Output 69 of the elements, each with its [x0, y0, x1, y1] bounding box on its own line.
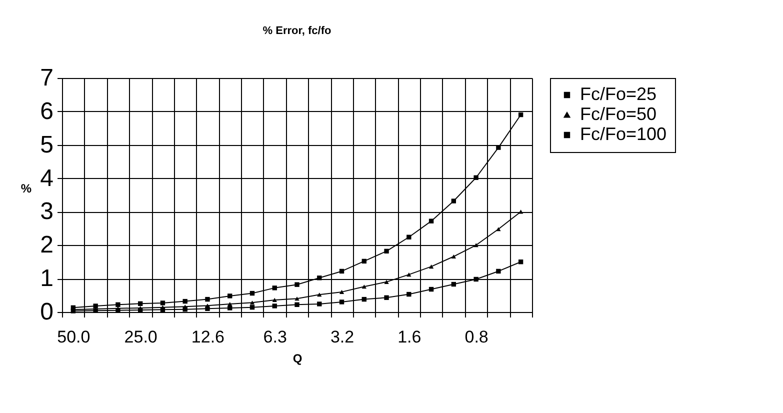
point — [384, 280, 389, 284]
point — [362, 284, 366, 289]
point — [205, 306, 210, 311]
y-tick-label: 5 — [40, 131, 54, 158]
point — [362, 258, 366, 264]
point — [294, 282, 300, 287]
point — [428, 264, 434, 269]
point — [406, 272, 412, 277]
point — [474, 243, 478, 248]
point — [496, 227, 501, 232]
point — [250, 290, 255, 296]
y-tick-label: 1 — [40, 265, 54, 292]
chart-title: % Error, fc/fo — [262, 25, 332, 37]
point — [116, 302, 120, 307]
y-tick-label: 4 — [40, 164, 54, 192]
point — [384, 295, 389, 300]
point — [182, 306, 188, 312]
point — [428, 218, 434, 224]
point — [428, 286, 434, 292]
x-tick-label: 3.2 — [330, 328, 354, 346]
y-axis-title: % — [20, 182, 32, 196]
point — [272, 304, 277, 308]
x-tick-label: 0.8 — [464, 328, 488, 346]
x-tick-label: 12.6 — [191, 328, 225, 346]
point — [93, 304, 98, 308]
legend-label: Fc/Fo=25 — [580, 84, 657, 104]
point — [182, 298, 188, 304]
point — [339, 290, 344, 294]
point — [272, 298, 277, 302]
x-axis-title: Q — [292, 352, 302, 366]
y-tick-label: 7 — [40, 64, 54, 92]
x-tick-label: 25.0 — [124, 328, 158, 346]
y-tick-label: 0 — [40, 298, 54, 326]
point — [474, 276, 478, 282]
point — [474, 175, 478, 180]
point — [384, 248, 389, 254]
point — [518, 112, 524, 118]
point — [160, 307, 166, 312]
point — [362, 296, 366, 302]
y-tick-label: 6 — [40, 98, 54, 125]
point — [272, 286, 277, 290]
x-tick-label: 6.3 — [263, 328, 287, 346]
point — [451, 198, 456, 204]
point — [228, 294, 232, 298]
point — [250, 300, 255, 305]
point — [294, 302, 300, 307]
x-tick-label: 50.0 — [57, 328, 90, 346]
point — [160, 300, 166, 306]
x-tick-label: 1.6 — [398, 328, 422, 346]
point — [205, 296, 210, 302]
point — [451, 282, 456, 287]
point — [406, 234, 412, 240]
y-tick-label: 2 — [40, 232, 54, 259]
point — [138, 301, 143, 306]
point — [250, 304, 255, 310]
y-tick-label: 3 — [40, 198, 54, 226]
legend-label: Fc/Fo=50 — [580, 104, 657, 124]
point — [406, 292, 412, 297]
point — [451, 254, 456, 259]
point — [228, 306, 232, 310]
point — [518, 260, 524, 264]
point — [317, 302, 322, 306]
point — [339, 300, 344, 304]
point — [317, 292, 322, 297]
point — [317, 276, 322, 280]
legend-label: Fc/Fo=100 — [580, 124, 667, 144]
point — [339, 268, 344, 274]
point — [294, 296, 300, 301]
point — [496, 268, 501, 274]
